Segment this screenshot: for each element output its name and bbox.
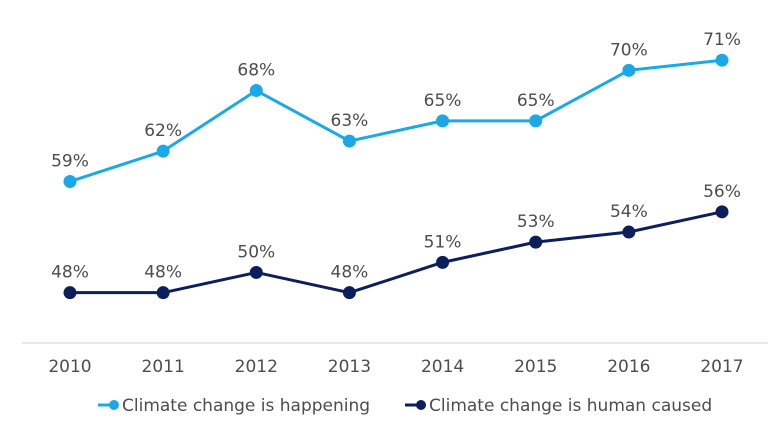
data-point [63, 286, 77, 300]
data-point [342, 286, 356, 300]
legend-marker-icon [416, 400, 426, 410]
data-point [436, 114, 450, 128]
data-point [156, 144, 170, 158]
legend-item-2: Climate change is human caused [405, 396, 712, 416]
series-line [68, 58, 724, 183]
legend-label: Climate change is happening [122, 396, 370, 416]
data-label: 59% [51, 152, 89, 172]
legend: Climate change is happening Climate chang… [98, 396, 712, 416]
data-point [715, 53, 729, 67]
data-label: 56% [703, 182, 741, 202]
legend-marker-icon [109, 400, 119, 410]
data-label: 63% [331, 111, 369, 131]
series-2: 48% 48% 50% 48% 51% 53% 54% 56% [51, 182, 741, 300]
x-tick-label: 2017 [700, 357, 743, 377]
data-point [622, 225, 636, 239]
x-tick-label: 2012 [235, 357, 278, 377]
data-label: 48% [144, 263, 182, 283]
legend-item-1: Climate change is happening [98, 396, 370, 416]
x-tick-label: 2011 [142, 357, 185, 377]
legend-label: Climate change is human caused [429, 396, 712, 416]
data-point [715, 205, 729, 219]
series-group: 59% 62% 68% 63% 65% 65% 70% 71% 48% 48% 50% 48% 51% 5… [51, 30, 741, 300]
data-point [156, 286, 170, 300]
data-label: 70% [610, 40, 648, 60]
data-label: 65% [424, 91, 462, 111]
x-tick-label: 2014 [421, 357, 464, 377]
data-label: 51% [424, 232, 462, 252]
data-label: 65% [517, 91, 555, 111]
x-tick-label: 2016 [607, 357, 650, 377]
x-axis-ticks: 2010 2011 2012 2013 2014 2015 2016 2017 [48, 357, 743, 377]
data-label: 53% [517, 212, 555, 232]
x-tick-label: 2013 [328, 357, 371, 377]
data-point [63, 175, 77, 188]
data-label: 48% [51, 263, 89, 283]
series-1: 59% 62% 68% 63% 65% 65% 70% 71% [51, 30, 741, 188]
data-point [622, 63, 636, 77]
data-label: 68% [237, 61, 275, 81]
data-point [436, 255, 450, 269]
x-tick-label: 2010 [48, 357, 91, 377]
data-point [249, 84, 263, 98]
data-label: 54% [610, 202, 648, 222]
data-label: 71% [703, 30, 741, 50]
data-label: 48% [331, 263, 369, 283]
x-tick-label: 2015 [514, 357, 557, 377]
data-point [529, 114, 543, 128]
data-label: 50% [237, 242, 275, 262]
data-point [249, 265, 263, 279]
series-line [68, 210, 724, 295]
data-point [529, 235, 543, 249]
data-point [342, 134, 356, 148]
data-label: 62% [144, 121, 182, 141]
